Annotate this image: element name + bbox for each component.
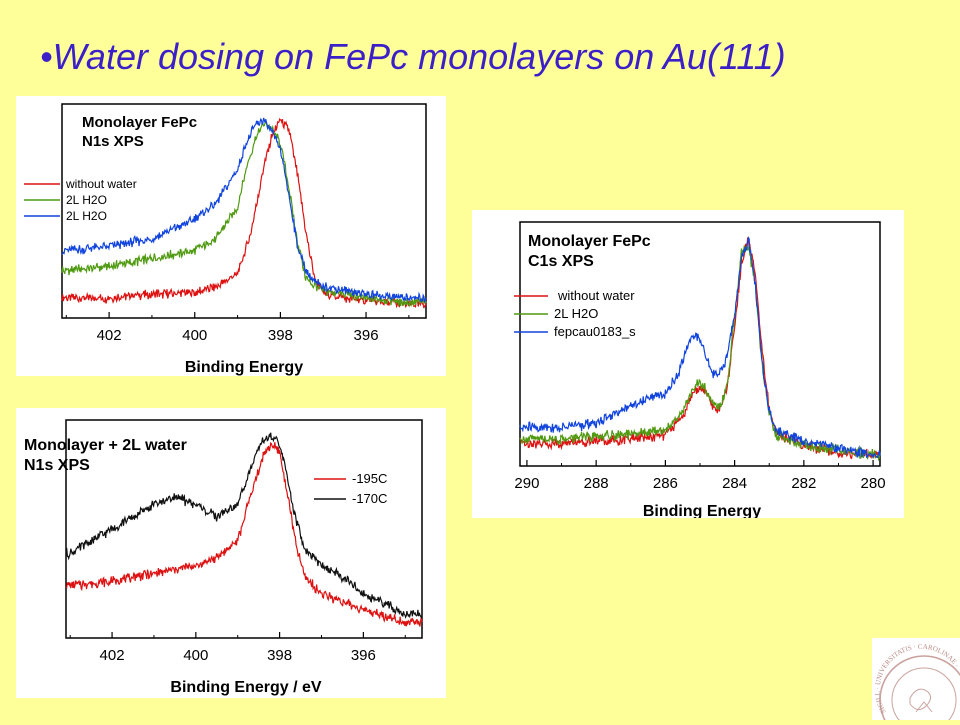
legend-label-without-water: without water: [557, 288, 635, 303]
legend-label-2l-h2o: 2L H2O: [554, 306, 598, 321]
legend-label-2l-h2o-green: 2L H2O: [66, 193, 107, 207]
x-tick-label: 290: [514, 475, 539, 492]
legend-label-minus-195c: -195C: [352, 471, 387, 486]
university-seal-icon: SIGILL · UNIVERSITATIS · CAROLINAE · LUN…: [869, 632, 960, 725]
x-tick-label: 400: [183, 647, 208, 664]
x-tick-label: 396: [354, 327, 379, 344]
chart-title-line-2: C1s XPS: [528, 253, 594, 270]
x-tick-label: 402: [100, 647, 125, 664]
chart-legend: -195C -170C: [314, 471, 387, 506]
legend-label-minus-170c: -170C: [352, 491, 387, 506]
series-line-2l-h2o: [519, 244, 881, 462]
x-tick-label: 398: [267, 647, 292, 664]
plot-frame: [65, 419, 423, 639]
series-line-fepcau0183-s: [519, 236, 881, 459]
chart-n1s-panel: Monolayer FePc N1s XPS without water 2L …: [16, 96, 446, 376]
chart-title-line-1: Monolayer FePc: [528, 233, 651, 250]
series-line-without-water: [61, 117, 427, 309]
chart-legend: without water 2L H2O 2L H2O: [24, 177, 137, 223]
x-tick-label: 288: [584, 475, 609, 492]
chart-legend: without water 2L H2O fepcau0183_s: [514, 288, 636, 339]
x-tick-label: 400: [182, 327, 207, 344]
x-axis-label: Binding Energy / eV: [170, 679, 321, 696]
legend-label-2l-h2o-blue: 2L H2O: [66, 209, 107, 223]
x-axis-label: Binding Energy: [185, 359, 303, 376]
chart-title-line-2: N1s XPS: [24, 457, 90, 474]
chart-c1s-panel: Monolayer FePc C1s XPS without water 2L …: [472, 210, 904, 518]
legend-label-fepcau0183-s: fepcau0183_s: [554, 324, 636, 339]
series-line-2l-h2o: [61, 121, 427, 308]
chart-title-line-1: Monolayer + 2L water: [24, 437, 187, 454]
plot-frame: [61, 103, 427, 319]
chart-n1s-monolayer: Monolayer FePc N1s XPS without water 2L …: [24, 103, 427, 376]
x-axis-label: Binding Energy: [643, 503, 761, 518]
series-line-2l-h2o: [61, 117, 427, 304]
series-line--195c: [65, 441, 423, 627]
seal-inscription: SIGILL · UNIVERSITATIS · CAROLINAE · LUN…: [872, 638, 960, 715]
legend-label-without-water: without water: [65, 177, 137, 191]
x-tick-label: 280: [861, 475, 886, 492]
x-tick-label: 282: [791, 475, 816, 492]
chart-n1s-water-panel: Monolayer + 2L water N1s XPS -195C -170C…: [16, 408, 446, 698]
chart-title-line-2: N1s XPS: [82, 133, 144, 150]
chart-n1s-water: Monolayer + 2L water N1s XPS -195C -170C…: [24, 419, 423, 696]
x-tick-label: 398: [268, 327, 293, 344]
slide-title: •Water dosing on FePc monolayers on Au(1…: [40, 36, 786, 77]
x-tick-label: 284: [722, 475, 747, 492]
x-tick-label: 286: [653, 475, 678, 492]
series-line--170c: [65, 432, 423, 620]
chart-c1s-monolayer: Monolayer FePc C1s XPS without water 2L …: [514, 221, 886, 518]
x-tick-label: 396: [351, 647, 376, 664]
x-tick-label: 402: [97, 327, 122, 344]
chart-title-line-1: Monolayer FePc: [82, 114, 197, 131]
